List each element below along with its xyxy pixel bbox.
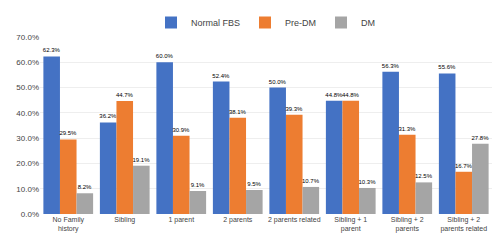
svg-text:Sibling + 1parent: Sibling + 1parent — [334, 216, 367, 233]
svg-text:55.6%: 55.6% — [438, 64, 456, 70]
svg-text:2 parents: 2 parents — [223, 216, 253, 224]
svg-text:20.0%: 20.0% — [16, 159, 39, 168]
svg-text:Pre-DM: Pre-DM — [285, 18, 316, 28]
svg-text:39.3%: 39.3% — [285, 106, 303, 112]
svg-text:DM: DM — [361, 18, 375, 28]
svg-text:30.9%: 30.9% — [172, 127, 190, 133]
svg-text:Sibling: Sibling — [114, 216, 135, 224]
svg-text:19.1%: 19.1% — [132, 157, 150, 163]
svg-text:10.3%: 10.3% — [358, 179, 376, 185]
svg-text:10.0%: 10.0% — [16, 185, 39, 194]
svg-text:No Familyhistory: No Familyhistory — [52, 216, 84, 233]
svg-text:40.0%: 40.0% — [16, 109, 39, 118]
svg-text:9.5%: 9.5% — [247, 181, 261, 187]
svg-text:60.0%: 60.0% — [16, 58, 39, 67]
svg-text:56.3%: 56.3% — [382, 63, 400, 69]
svg-text:50.0%: 50.0% — [269, 79, 287, 85]
svg-text:44.7%: 44.7% — [116, 92, 134, 98]
svg-text:8.2%: 8.2% — [78, 184, 92, 190]
svg-text:2 parents related: 2 parents related — [268, 216, 321, 224]
svg-text:29.5%: 29.5% — [59, 130, 77, 136]
svg-text:Normal FBS: Normal FBS — [191, 18, 240, 28]
svg-text:1 parent: 1 parent — [168, 216, 194, 224]
svg-text:31.3%: 31.3% — [398, 126, 416, 132]
svg-text:50.0%: 50.0% — [16, 83, 39, 92]
svg-text:Sibling + 2parents related: Sibling + 2parents related — [440, 216, 487, 233]
svg-text:Sibling + 2parents: Sibling + 2parents — [391, 216, 424, 233]
svg-text:52.4%: 52.4% — [212, 73, 230, 79]
svg-text:70.0%: 70.0% — [16, 33, 39, 42]
svg-text:16.7%: 16.7% — [455, 163, 473, 169]
svg-text:27.8%: 27.8% — [471, 135, 489, 141]
svg-text:44.8%: 44.8% — [342, 92, 360, 98]
svg-text:9.1%: 9.1% — [191, 182, 205, 188]
svg-text:44.8%: 44.8% — [325, 92, 343, 98]
svg-text:10.7%: 10.7% — [302, 178, 320, 184]
svg-text:36.2%: 36.2% — [99, 113, 117, 119]
svg-text:60.0%: 60.0% — [156, 53, 174, 59]
svg-text:30.0%: 30.0% — [16, 134, 39, 143]
svg-text:12.5%: 12.5% — [415, 173, 433, 179]
svg-text:0.0%: 0.0% — [21, 210, 39, 219]
svg-text:62.3%: 62.3% — [43, 47, 61, 53]
svg-text:38.1%: 38.1% — [229, 109, 247, 115]
